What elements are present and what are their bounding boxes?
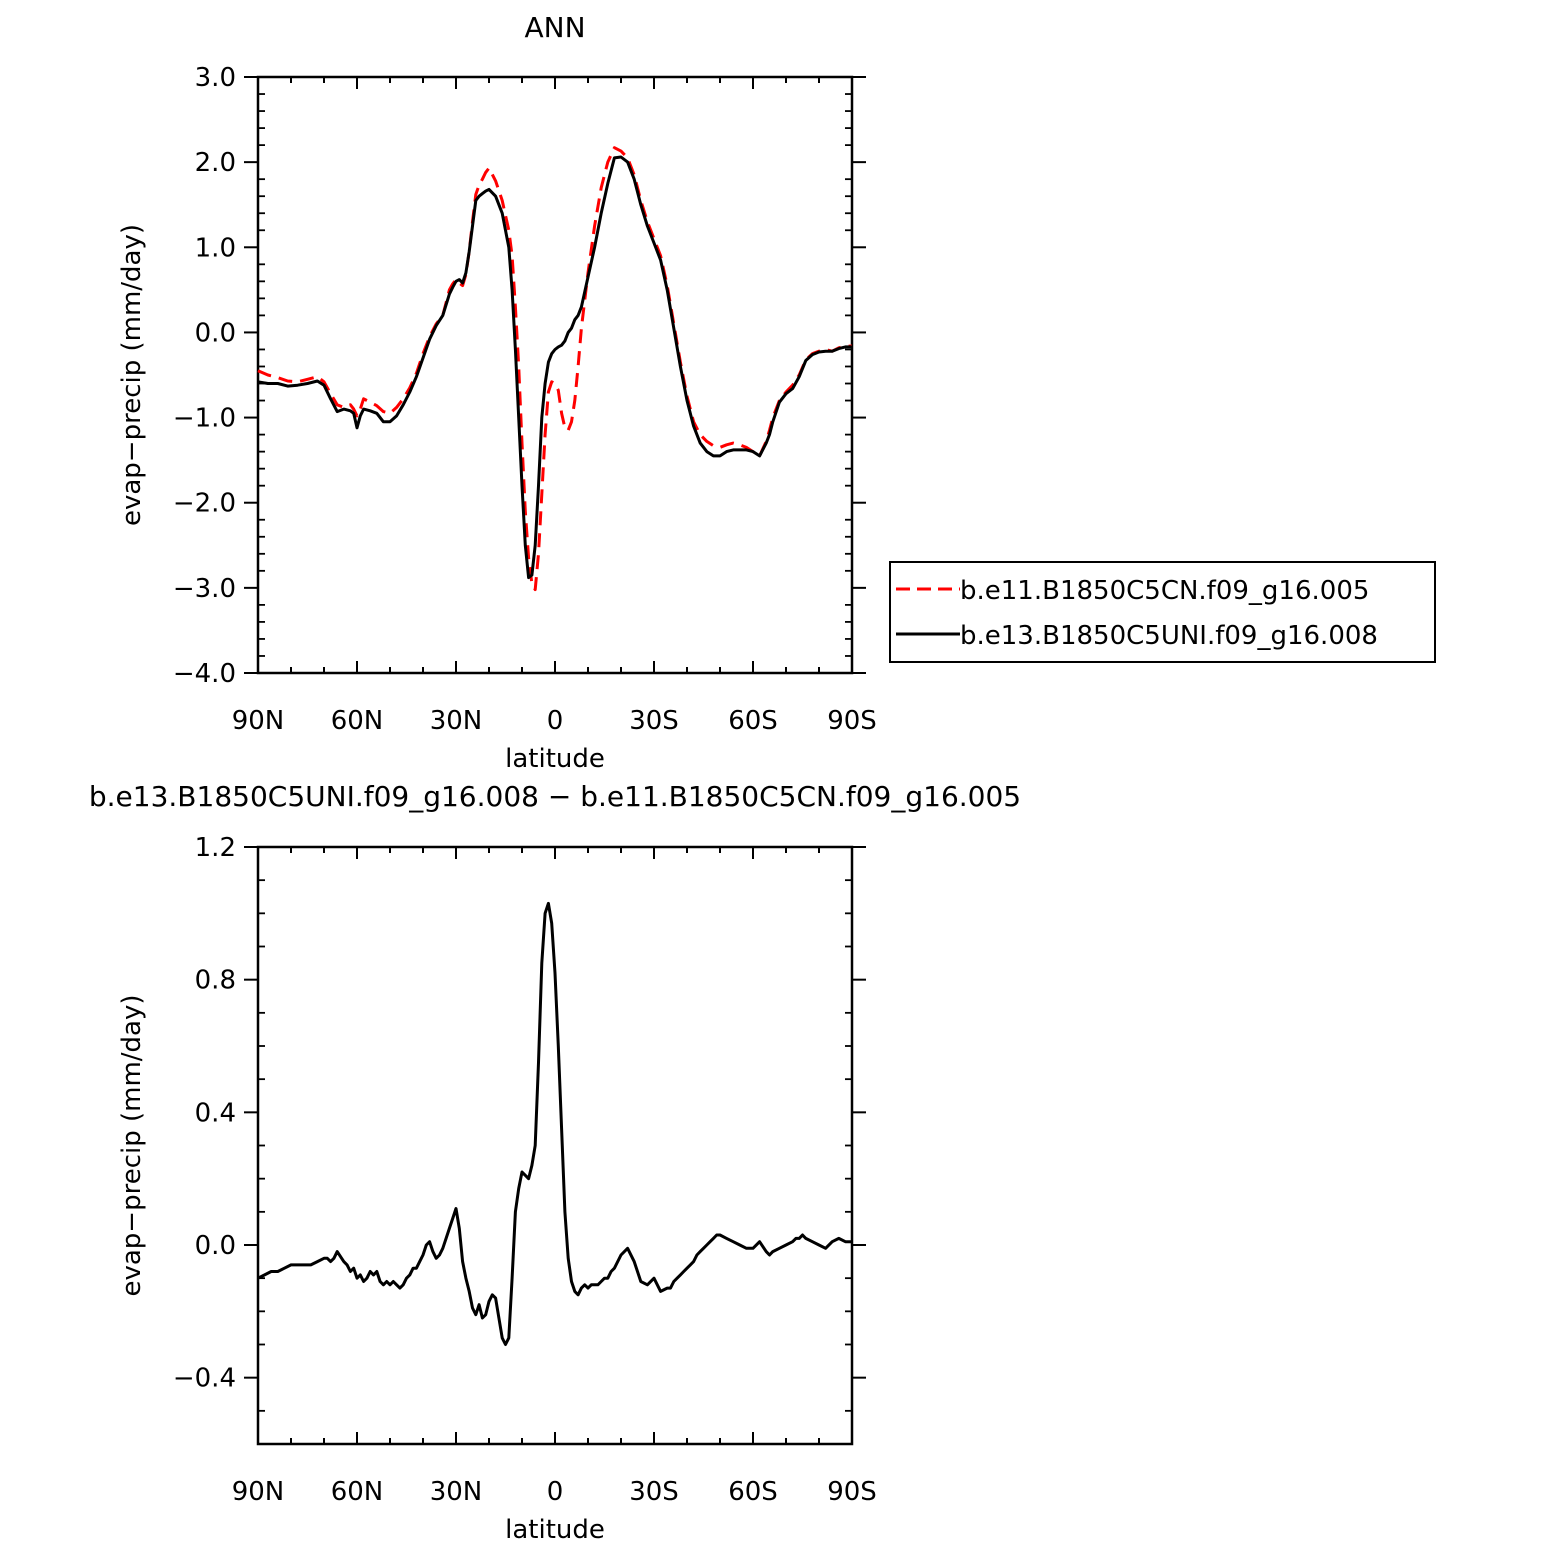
series-line-1 — [257, 146, 852, 592]
y-tick-label: 1.0 — [195, 233, 236, 263]
y-tick-label: 2.0 — [195, 148, 236, 178]
chart-title: ANN — [524, 11, 585, 44]
x-tick-label: 90N — [232, 1477, 285, 1507]
series-line-1 — [257, 901, 852, 1346]
legend-label: b.e11.B1850C5CN.f09_g16.005 — [960, 576, 1369, 606]
x-tick-label: 30N — [430, 1477, 483, 1507]
y-tick-label: 0.4 — [195, 1098, 236, 1128]
y-axis-label: evap−precip (mm/day) — [117, 994, 147, 1296]
series-line-2 — [257, 155, 852, 580]
x-tick-label: 0 — [547, 1477, 564, 1507]
x-tick-label: 0 — [547, 706, 564, 736]
legend-label: b.e13.B1850C5UNI.f09_g16.008 — [960, 621, 1378, 651]
chart-title: b.e13.B1850C5UNI.f09_g16.008 − b.e11.B18… — [89, 780, 1021, 813]
y-tick-label: −3.0 — [173, 574, 236, 604]
x-tick-label: 90N — [232, 706, 285, 736]
plot-frame — [256, 75, 854, 675]
x-tick-label: 90S — [827, 1477, 877, 1507]
x-tick-label: 60N — [331, 706, 384, 736]
x-tick-label: 30S — [629, 706, 679, 736]
y-tick-label: 0.0 — [195, 1231, 236, 1261]
x-tick-label: 90S — [827, 706, 877, 736]
y-axis-label: evap−precip (mm/day) — [117, 224, 147, 526]
y-tick-label: −4.0 — [173, 659, 236, 689]
y-tick-label: −0.4 — [173, 1364, 236, 1394]
y-tick-label: 1.2 — [195, 833, 236, 863]
chart-panel-2: b.e13.B1850C5UNI.f09_g16.008 − b.e11.B18… — [89, 780, 1021, 1545]
legend-box — [889, 561, 1436, 663]
chart-panel-1: ANN 90N 60N 30N 0 30S 60S 90S 3.0 2.0 1.0 0.0 −1.0 −2… — [117, 11, 1436, 774]
y-tick-label: −2.0 — [173, 489, 236, 519]
y-tick-label: −1.0 — [173, 404, 236, 434]
y-tick-label: 0.8 — [195, 966, 236, 996]
y-tick-label: 0.0 — [195, 318, 236, 348]
x-axis-label: latitude — [505, 1515, 605, 1545]
plot-frame — [256, 845, 854, 1446]
x-tick-label: 30N — [430, 706, 483, 736]
x-tick-label: 60S — [728, 706, 778, 736]
x-tick-label: 30S — [629, 1477, 679, 1507]
y-tick-label: 3.0 — [195, 63, 236, 93]
x-axis-label: latitude — [505, 744, 605, 774]
legend: b.e11.B1850C5CN.f09_g16.005 b.e13.B1850C5… — [889, 561, 1436, 663]
x-tick-label: 60N — [331, 1477, 384, 1507]
x-tick-label: 60S — [728, 1477, 778, 1507]
